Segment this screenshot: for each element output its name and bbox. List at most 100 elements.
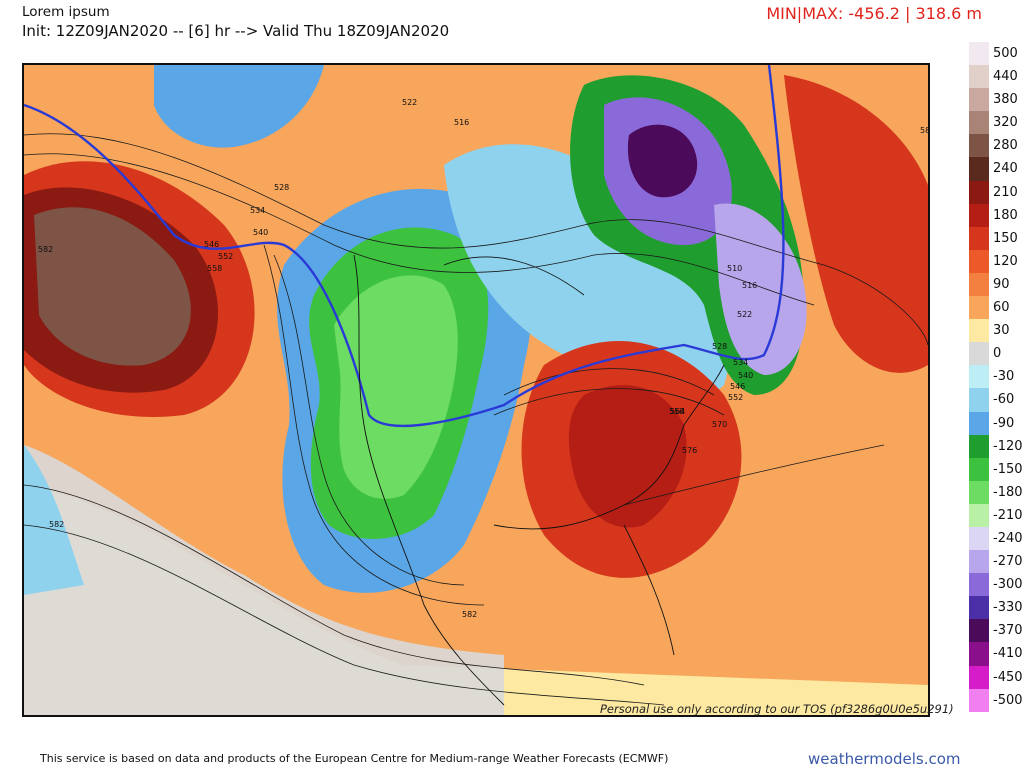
colorbar-label: 380	[993, 92, 1018, 108]
field-neutral	[24, 445, 504, 715]
colorbar-level: -150	[969, 457, 1023, 481]
colorbar-level: 150	[969, 226, 1019, 250]
tos-watermark: Personal use only according to our TOS (…	[600, 702, 954, 716]
colorbar-label: 210	[993, 184, 1018, 200]
anomaly-map: 522 516 528 534 540 546 552 558 582 582 …	[22, 63, 930, 717]
field-canada-lightblue	[444, 144, 730, 398]
contour-label: 540	[738, 371, 753, 380]
contour-label: 528	[712, 342, 727, 351]
contour-label: 546	[730, 382, 745, 391]
colorbar-label: 280	[993, 138, 1018, 154]
colorbar-swatch	[969, 296, 989, 320]
min-max-readout: MIN|MAX: -456.2 | 318.6 m	[766, 4, 982, 23]
colorbar-swatch	[969, 688, 989, 712]
colorbar-swatch	[969, 619, 989, 643]
colorbar-swatch	[969, 642, 989, 666]
contour-label: 516	[742, 281, 757, 290]
contour-label: 582	[920, 126, 928, 135]
colorbar-swatch	[969, 550, 989, 574]
colorbar-swatch	[969, 249, 989, 273]
colorbar-label: -180	[993, 484, 1023, 500]
colorbar-level: -270	[969, 550, 1023, 574]
colorbar-swatch	[969, 88, 989, 112]
colorbar-swatch	[969, 503, 989, 527]
colorbar-level: -500	[969, 688, 1023, 712]
contour-label: 534	[250, 206, 265, 215]
colorbar-level: 240	[969, 157, 1019, 181]
colorbar-swatch	[969, 480, 989, 504]
colorbar-level: -60	[969, 388, 1019, 412]
colorbar-level: 440	[969, 65, 1019, 89]
colorbar-level: 180	[969, 203, 1019, 227]
colorbar-level: 210	[969, 180, 1019, 204]
colorbar-level: -240	[969, 526, 1023, 551]
colorbar-label: 440	[993, 69, 1018, 85]
contour-label: 558	[669, 407, 684, 416]
colorbar-level: 320	[969, 111, 1019, 135]
colorbar-label: -60	[993, 392, 1015, 408]
field-greenland-core	[627, 124, 698, 198]
colorbar-label: -330	[993, 600, 1023, 616]
field-light-blue-west	[24, 445, 84, 595]
field-trough-lightgreen	[334, 275, 458, 499]
ecmwf-credit: This service is based on data and produc…	[40, 752, 669, 765]
contour-label: 582	[38, 245, 53, 254]
colorbar-label: -500	[993, 692, 1023, 708]
colorbar-level: -410	[969, 642, 1023, 666]
contour-label: 576	[682, 446, 697, 455]
colorbar-swatch	[969, 388, 989, 412]
colorbar-swatch	[969, 596, 989, 620]
brand-link[interactable]: weathermodels.com	[808, 750, 961, 768]
contour-label: 522	[737, 310, 752, 319]
colorbar-level: -210	[969, 503, 1023, 527]
field-pacific-brown	[34, 207, 191, 366]
colorbar-swatch	[969, 434, 989, 458]
colorbar-level: -330	[969, 596, 1023, 620]
colorbar-label: -120	[993, 438, 1023, 454]
colorbar-swatch	[969, 365, 989, 389]
contour-label: 534	[733, 358, 748, 367]
contour-label: 570	[712, 420, 727, 429]
height-contours	[24, 133, 928, 706]
coastlines	[353, 254, 725, 706]
colorbar-swatch	[969, 42, 989, 66]
colorbar-swatch	[969, 272, 989, 297]
colorbar-level: -30	[969, 365, 1019, 389]
colorbar-label: 120	[993, 253, 1018, 269]
colorbar-level: 60	[969, 296, 1019, 320]
field-alaska-blue	[154, 65, 324, 148]
colorbar-swatch	[969, 319, 989, 343]
colorbar-swatch	[969, 342, 989, 366]
contour-label: 510	[727, 264, 742, 273]
colorbar-label: 150	[993, 230, 1018, 246]
colorbar-label: 60	[993, 300, 1010, 316]
colorbar-level: -370	[969, 619, 1023, 643]
contour-label: 546	[204, 240, 219, 249]
contour-label: 558	[207, 264, 222, 273]
colorbar-swatch	[969, 457, 989, 481]
colorbar-swatch	[969, 180, 989, 204]
contour-label: 522	[402, 98, 417, 107]
colorbar-level: -90	[969, 411, 1019, 435]
colorbar-label: -450	[993, 669, 1023, 685]
contour-label: 582	[49, 520, 64, 529]
colorbar-swatch	[969, 226, 989, 250]
colorbar-label: 0	[993, 346, 1002, 362]
colorbar-label: -410	[993, 646, 1023, 662]
colorbar-swatch	[969, 65, 989, 89]
colorbar-label: 180	[993, 207, 1018, 223]
colorbar-swatch	[969, 111, 989, 135]
colorbar-label: 500	[993, 46, 1018, 61]
colorbar-label: 320	[993, 115, 1018, 131]
field-atlantic-red	[784, 75, 928, 373]
contour-label: 528	[274, 183, 289, 192]
colorbar-swatch	[969, 134, 989, 158]
colorbar-label: -370	[993, 623, 1023, 639]
colorbar-swatch	[969, 411, 989, 435]
contour-label: 564	[670, 407, 685, 416]
colorbar-level: 30	[969, 319, 1019, 343]
colorbar-label: -240	[993, 530, 1023, 546]
colorbar-level: 0	[969, 342, 1019, 366]
colorbar-level: -120	[969, 434, 1023, 458]
colorbar-level: -300	[969, 573, 1023, 597]
